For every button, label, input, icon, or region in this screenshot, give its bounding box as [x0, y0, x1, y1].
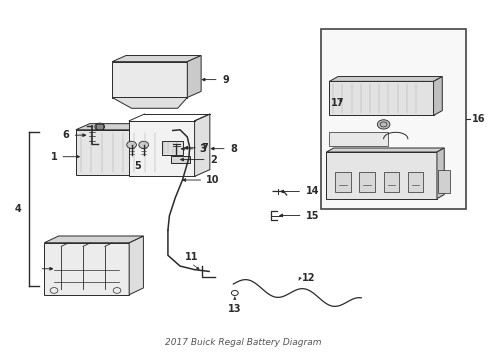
Polygon shape: [171, 156, 189, 163]
FancyBboxPatch shape: [383, 172, 398, 192]
Polygon shape: [112, 62, 187, 98]
Circle shape: [377, 120, 389, 129]
FancyBboxPatch shape: [320, 30, 465, 209]
Circle shape: [139, 141, 148, 148]
Text: 3: 3: [199, 144, 205, 154]
Polygon shape: [326, 152, 436, 199]
Text: 12: 12: [302, 273, 315, 283]
Polygon shape: [129, 121, 194, 176]
Polygon shape: [328, 81, 433, 116]
Polygon shape: [328, 77, 441, 81]
Polygon shape: [165, 124, 179, 175]
FancyBboxPatch shape: [407, 172, 423, 192]
Text: 2: 2: [210, 154, 216, 165]
Text: 2017 Buick Regal Battery Diagram: 2017 Buick Regal Battery Diagram: [164, 338, 321, 347]
Text: 5: 5: [134, 161, 141, 171]
Polygon shape: [194, 114, 209, 176]
Bar: [142, 124, 149, 129]
Text: 16: 16: [471, 114, 485, 124]
Polygon shape: [44, 243, 129, 295]
Circle shape: [126, 141, 136, 148]
Text: 11: 11: [184, 252, 198, 262]
Text: 15: 15: [305, 211, 319, 221]
Polygon shape: [44, 236, 143, 243]
Text: 13: 13: [227, 304, 241, 314]
Polygon shape: [326, 148, 443, 152]
FancyBboxPatch shape: [334, 172, 350, 192]
FancyBboxPatch shape: [437, 170, 449, 193]
Text: 9: 9: [222, 75, 229, 85]
Polygon shape: [436, 148, 443, 199]
Polygon shape: [112, 55, 201, 62]
Text: 17: 17: [330, 98, 344, 108]
Polygon shape: [187, 55, 201, 98]
Text: 10: 10: [206, 175, 219, 185]
Text: 6: 6: [62, 130, 69, 140]
Polygon shape: [112, 98, 187, 108]
Text: 1: 1: [51, 152, 57, 162]
FancyBboxPatch shape: [359, 172, 374, 192]
Text: 4: 4: [15, 204, 21, 214]
Polygon shape: [433, 77, 441, 116]
Polygon shape: [162, 141, 183, 154]
Polygon shape: [76, 124, 179, 130]
Circle shape: [95, 123, 104, 130]
Polygon shape: [129, 236, 143, 295]
Circle shape: [141, 123, 150, 130]
Polygon shape: [76, 130, 165, 175]
Bar: [96, 124, 103, 129]
Text: 14: 14: [305, 186, 319, 197]
Polygon shape: [328, 132, 387, 146]
Text: 7: 7: [201, 143, 208, 153]
Text: 8: 8: [230, 144, 237, 154]
